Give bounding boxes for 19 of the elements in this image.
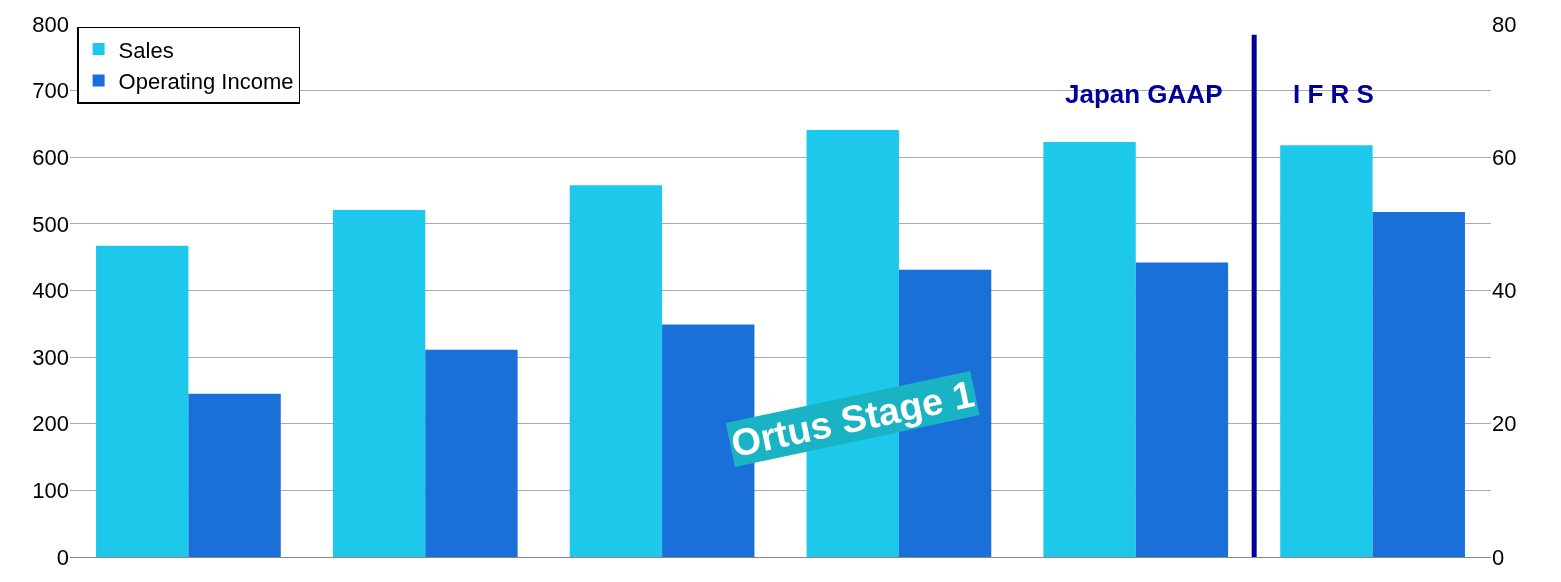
y2-tick-label: 0 [1492, 544, 1505, 570]
legend-label: Sales [118, 37, 174, 63]
y-tick-label: 0 [56, 544, 69, 570]
y2-tick-label: 80 [1492, 11, 1517, 37]
y2-tick-label: 40 [1492, 278, 1517, 304]
annotation: Ortus Stage 1 [727, 372, 978, 466]
y-tick-label: 100 [32, 478, 69, 504]
y-tick-label: 200 [32, 411, 69, 437]
y-tick-label: 400 [32, 278, 69, 304]
y-tick-label: 800 [32, 11, 69, 37]
y2-tick-label: 20 [1492, 411, 1517, 437]
legend-label: Operating Income [118, 69, 294, 95]
y2-tick-label: 60 [1492, 144, 1517, 170]
y-tick-label: 700 [32, 78, 69, 104]
y-tick-label: 300 [32, 344, 69, 370]
y-tick-label: 600 [32, 144, 69, 170]
annotation: I F R S [1293, 79, 1374, 109]
annotation: Japan GAAP [1065, 79, 1223, 109]
y-tick-label: 500 [32, 211, 69, 237]
